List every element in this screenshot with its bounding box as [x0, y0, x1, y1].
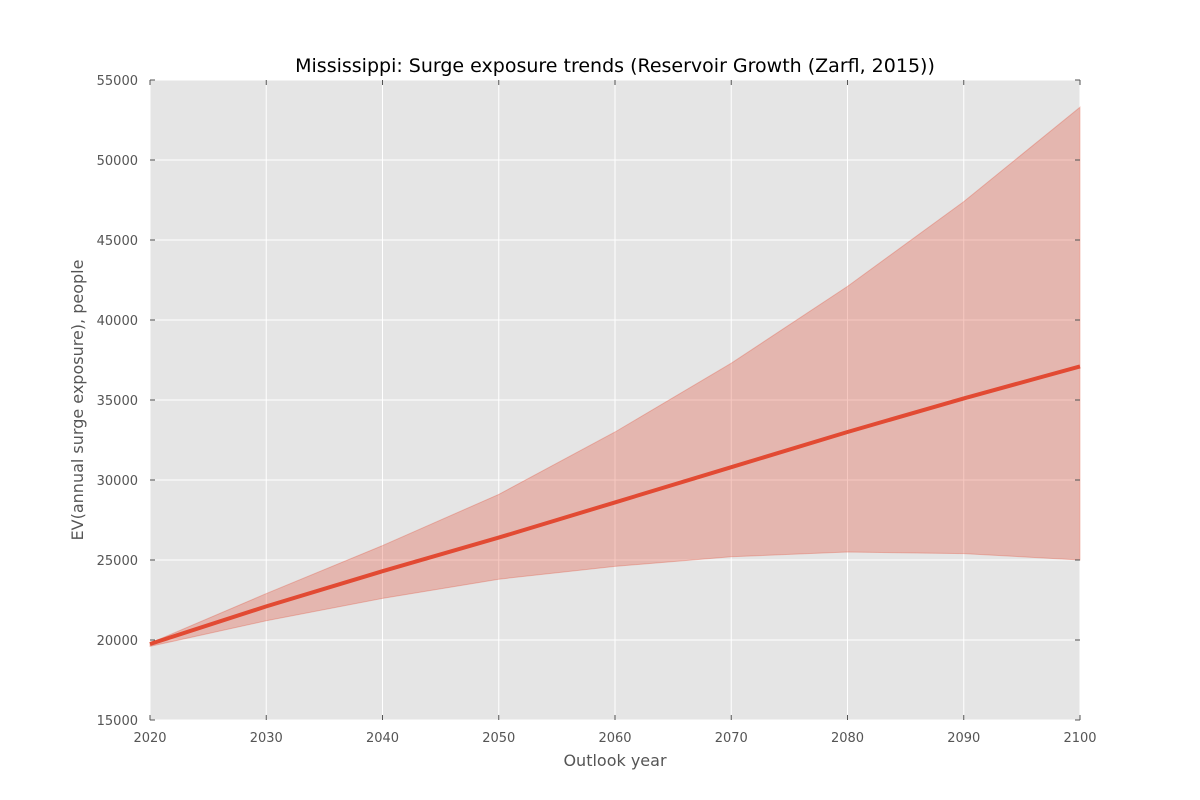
- x-tick-label: 2100: [1063, 731, 1096, 746]
- x-tick-labels: 2020 2030 2040 2050 2060 2070 2080 2090 2100: [133, 731, 1096, 746]
- y-tick-label: 20000: [97, 634, 138, 649]
- x-tick-label: 2090: [947, 731, 980, 746]
- y-tick-label: 30000: [97, 474, 138, 489]
- x-axis-label: Outlook year: [563, 751, 667, 770]
- axis-ticks: [149, 79, 1081, 721]
- x-tick-label: 2080: [831, 731, 864, 746]
- y-tick-label: 50000: [97, 154, 138, 169]
- x-tick-label: 2050: [482, 731, 515, 746]
- x-tick-label: 2040: [366, 731, 399, 746]
- series-line: [149, 364, 1081, 646]
- x-tick-label: 2030: [250, 731, 283, 746]
- x-tick-label: 2070: [715, 731, 748, 746]
- y-tick-label: 15000: [97, 714, 138, 729]
- y-axis-label: EV(annual surge exposure), people: [68, 260, 87, 541]
- x-tick-label: 2060: [598, 731, 631, 746]
- y-tick-label: 40000: [97, 314, 138, 329]
- chart-title: Mississippi: Surge exposure trends (Rese…: [295, 55, 935, 77]
- y-tick-label: 55000: [97, 74, 138, 89]
- y-tick-label: 35000: [97, 394, 138, 409]
- x-tick-label: 2020: [133, 731, 166, 746]
- y-tick-label: 45000: [97, 234, 138, 249]
- y-tick-labels: 15000 20000 25000 30000 35000 40000 45000 50000…: [97, 74, 138, 729]
- y-tick-label: 25000: [97, 554, 138, 569]
